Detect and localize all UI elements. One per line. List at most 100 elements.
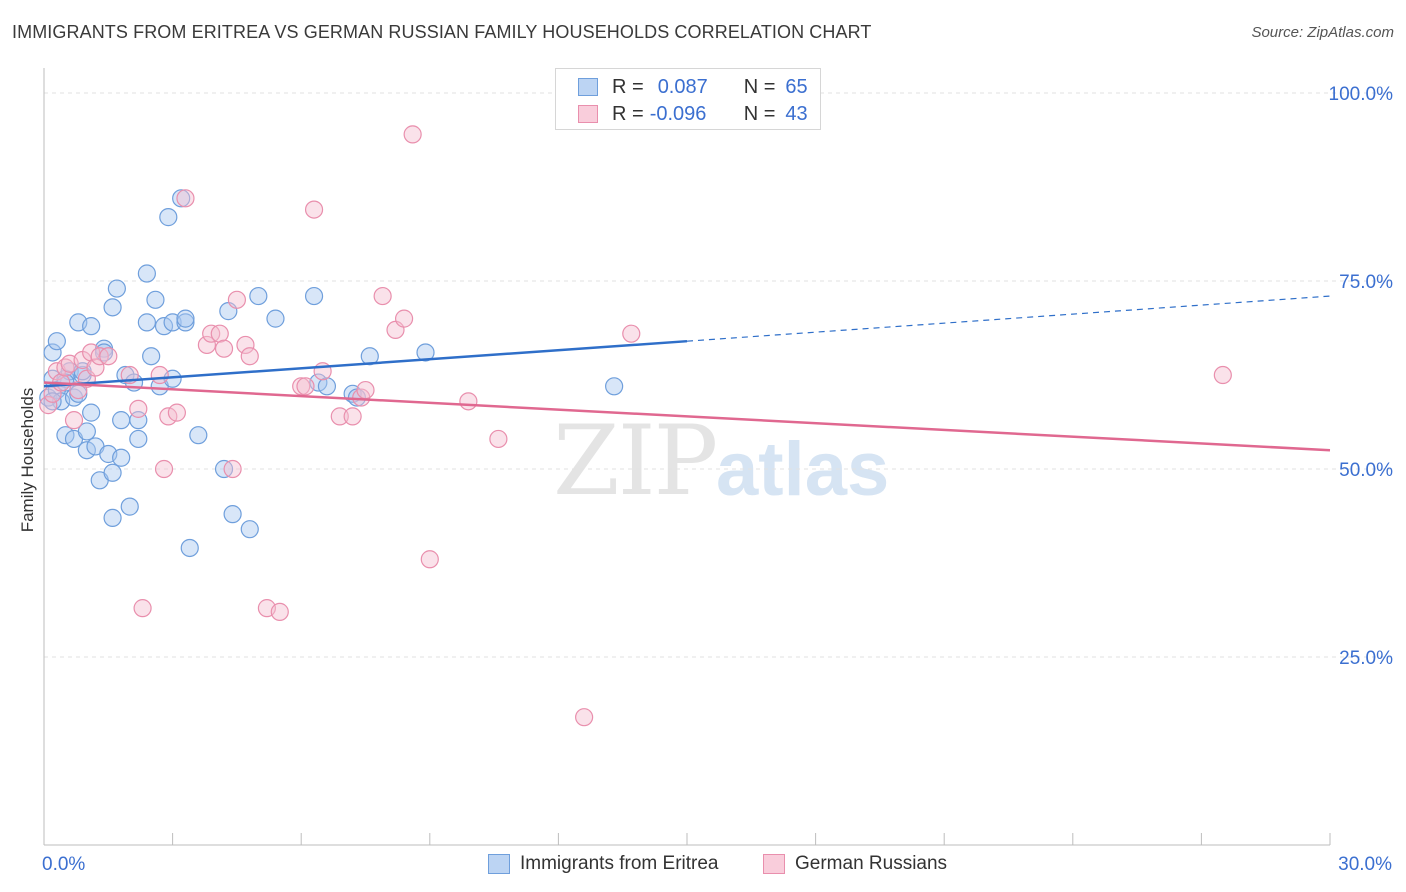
german-russian-point [236, 335, 255, 355]
eritrea-point [103, 463, 122, 482]
german-russian-point [394, 309, 414, 328]
trend-layer [43, 295, 1331, 452]
eritrea-point [154, 317, 174, 336]
eritrea-point [416, 343, 435, 362]
eritrea-point [304, 286, 324, 306]
german-russian-point [176, 189, 195, 208]
eritrea-point [605, 377, 624, 396]
legend-row-eritrea: R = 0.087 N = 65 [578, 74, 808, 100]
eritrea-point [112, 411, 131, 430]
y-axis-label: Family Households [18, 387, 37, 533]
legend-n-value: 65 [785, 75, 808, 98]
german-russian-point [150, 365, 169, 385]
german-russian-point [227, 290, 246, 309]
german-russian-point [420, 550, 439, 569]
eritrea-point [142, 347, 161, 366]
legend-n-label: N = [743, 102, 776, 125]
german-russian-point [489, 429, 508, 449]
x-tick-label: 30.0% [1338, 854, 1392, 875]
y-tick-label: 25.0% [1339, 648, 1393, 669]
eritrea-point [77, 441, 96, 460]
bottom-legend-swatch-pink [763, 854, 785, 874]
grid-layer [44, 92, 1392, 658]
eritrea-point [360, 347, 379, 366]
eritrea-point [176, 309, 195, 328]
eritrea-point [107, 279, 126, 298]
german-russian-point [39, 396, 58, 415]
bottom-legend-swatch-blue [488, 854, 510, 874]
eritrea-point [137, 313, 156, 332]
german-russian-point [99, 347, 118, 366]
eritrea-point [56, 426, 75, 445]
german-russian-point [343, 407, 362, 426]
eritrea-point [266, 309, 285, 328]
eritrea-point [129, 429, 148, 449]
legend-r-value: -0.096 [649, 102, 707, 125]
eritrea-point [189, 426, 208, 445]
eritrea-point [137, 264, 156, 283]
german-russian-point [223, 459, 242, 479]
legend-swatch-blue [578, 78, 598, 96]
german-russian-point [64, 411, 84, 430]
legend-swatch-pink [578, 105, 598, 123]
german-russian-point [167, 403, 186, 422]
chart-title: IMMIGRANTS FROM ERITREA VS GERMAN RUSSIA… [12, 22, 872, 42]
german-russian-trend-line [43, 381, 1331, 452]
eritrea-point [103, 298, 122, 317]
german-russian-point [129, 399, 148, 418]
eritrea-point [77, 422, 96, 441]
legend-r-label: R = [612, 75, 644, 98]
german-russian-point [1213, 365, 1232, 385]
eritrea-point [120, 497, 139, 516]
german-russian-point [330, 407, 349, 426]
eritrea-point [47, 332, 66, 351]
eritrea-point [103, 508, 122, 527]
german-russian-point [373, 286, 392, 306]
german-russian-point [403, 125, 422, 144]
eritrea-point [249, 286, 268, 306]
y-tick-label: 75.0% [1339, 272, 1393, 293]
tick-label-layer: 100.0% 75.0% 50.0% 25.0% 0.0% 30.0% [42, 84, 1393, 875]
legend-n-value: 43 [785, 102, 808, 125]
german-russian-point [356, 380, 375, 400]
eritrea-point [240, 520, 259, 539]
german-russian-point [154, 459, 174, 479]
eritrea-trend-line [43, 339, 688, 388]
eritrea-point [317, 377, 337, 396]
german-russian-point [296, 377, 315, 396]
eritrea-trend-extension [686, 295, 1331, 342]
axis-layer [43, 68, 1331, 846]
eritrea-point [146, 290, 165, 309]
german-russian-point [622, 324, 641, 343]
german-russian-point [292, 377, 311, 396]
eritrea-point [172, 189, 191, 208]
bottom-legend-eritrea: Immigrants from Eritrea [488, 852, 718, 876]
x-tick-label: 0.0% [42, 854, 85, 875]
bottom-legend-german-russians: German Russians [763, 852, 947, 876]
german-russian-point [159, 407, 178, 426]
stats-legend: R = 0.087 N = 65 R = -0.096 N = 43 [555, 68, 821, 130]
y-tick-label: 50.0% [1339, 460, 1393, 481]
bottom-legend-label: German Russians [795, 853, 948, 874]
eritrea-point [82, 317, 101, 336]
eritrea-point [159, 208, 178, 227]
german-russian-point [197, 335, 216, 355]
german-russian-point [304, 200, 324, 219]
legend-n-label: N = [743, 75, 776, 98]
legend-row-german-russians: R = -0.096 N = 43 [578, 101, 808, 127]
german-russian-point [270, 602, 289, 621]
legend-r-value: 0.087 [657, 75, 708, 98]
german-russian-point [240, 347, 259, 366]
y-tick-label: 100.0% [1329, 84, 1394, 105]
german-russian-point [86, 358, 105, 377]
watermark-zip: ZIP [553, 405, 718, 517]
german-russian-point [210, 324, 229, 343]
source-label: Source: ZipAtlas.com [1251, 24, 1394, 41]
german-russian-point [459, 392, 478, 411]
eritrea-point [82, 403, 101, 422]
eritrea-point [43, 343, 62, 362]
eritrea-point [112, 448, 131, 467]
german-russian-point [133, 599, 152, 618]
german-russian-point [82, 343, 101, 362]
